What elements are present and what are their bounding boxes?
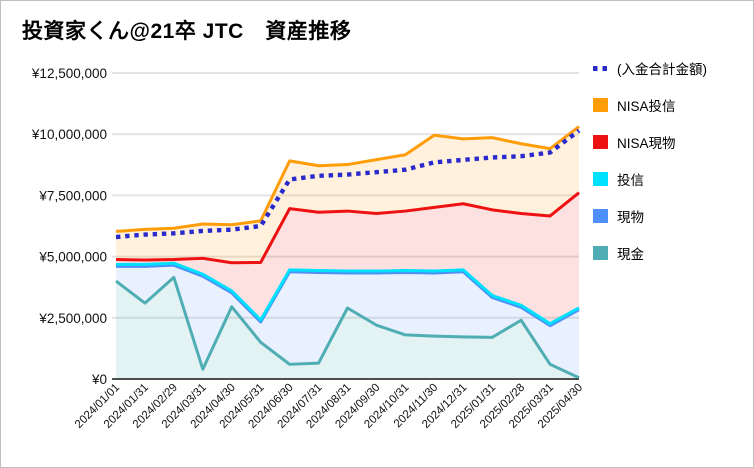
legend-label: NISA投信 [617, 99, 676, 114]
legend-label: 現金 [617, 247, 644, 262]
legend-swatch-nisa-spot [593, 135, 608, 149]
series-area-nisa-fund [116, 126, 579, 263]
y-axis-tick-label: ¥0 [91, 372, 107, 387]
y-axis-tick-label: ¥5,000,000 [38, 250, 107, 265]
legend-label: (入金合計金額) [617, 62, 707, 77]
series-line-cash [115, 275, 580, 380]
legend-item-nisa-spot[interactable]: NISA現物 [593, 132, 707, 152]
legend-item-fund[interactable]: 投信 [593, 169, 707, 189]
legend-label: NISA現物 [617, 136, 676, 151]
series-area-cash [116, 277, 579, 379]
y-axis-tick-label: ¥7,500,000 [38, 188, 107, 203]
legend-label: 投信 [617, 173, 644, 188]
series-line-fund [116, 261, 580, 326]
y-axis-tick-label: ¥12,500,000 [31, 66, 107, 81]
legend-swatch-nisa-fund [593, 98, 608, 112]
chart-title: 投資家くん@21卒 JTC 資産推移 [22, 20, 352, 43]
y-axis-tick-label: ¥2,500,000 [38, 311, 107, 326]
series-area-nisa-spot [116, 192, 579, 324]
series-line-nisa-fund [115, 125, 580, 233]
series-line-deposit-total [115, 128, 581, 240]
legend-item-deposit-total[interactable]: (入金合計金額) [593, 58, 707, 78]
legend-label: 現物 [617, 210, 644, 225]
chart-legend: (入金合計金額) NISA投信 NISA現物 投信 現物 現金 [593, 58, 707, 263]
legend-item-spot[interactable]: 現物 [593, 206, 707, 226]
y-axis-tick-label: ¥10,000,000 [31, 127, 107, 142]
legend-swatch-deposit-total [593, 65, 608, 71]
legend-swatch-spot [593, 209, 608, 223]
legend-item-nisa-fund[interactable]: NISA投信 [593, 95, 707, 115]
series-line-spot [116, 263, 580, 328]
legend-swatch-cash [593, 246, 608, 260]
series-line-nisa-spot [115, 191, 580, 265]
legend-swatch-fund [593, 172, 608, 186]
legend-item-cash[interactable]: 現金 [593, 243, 707, 263]
